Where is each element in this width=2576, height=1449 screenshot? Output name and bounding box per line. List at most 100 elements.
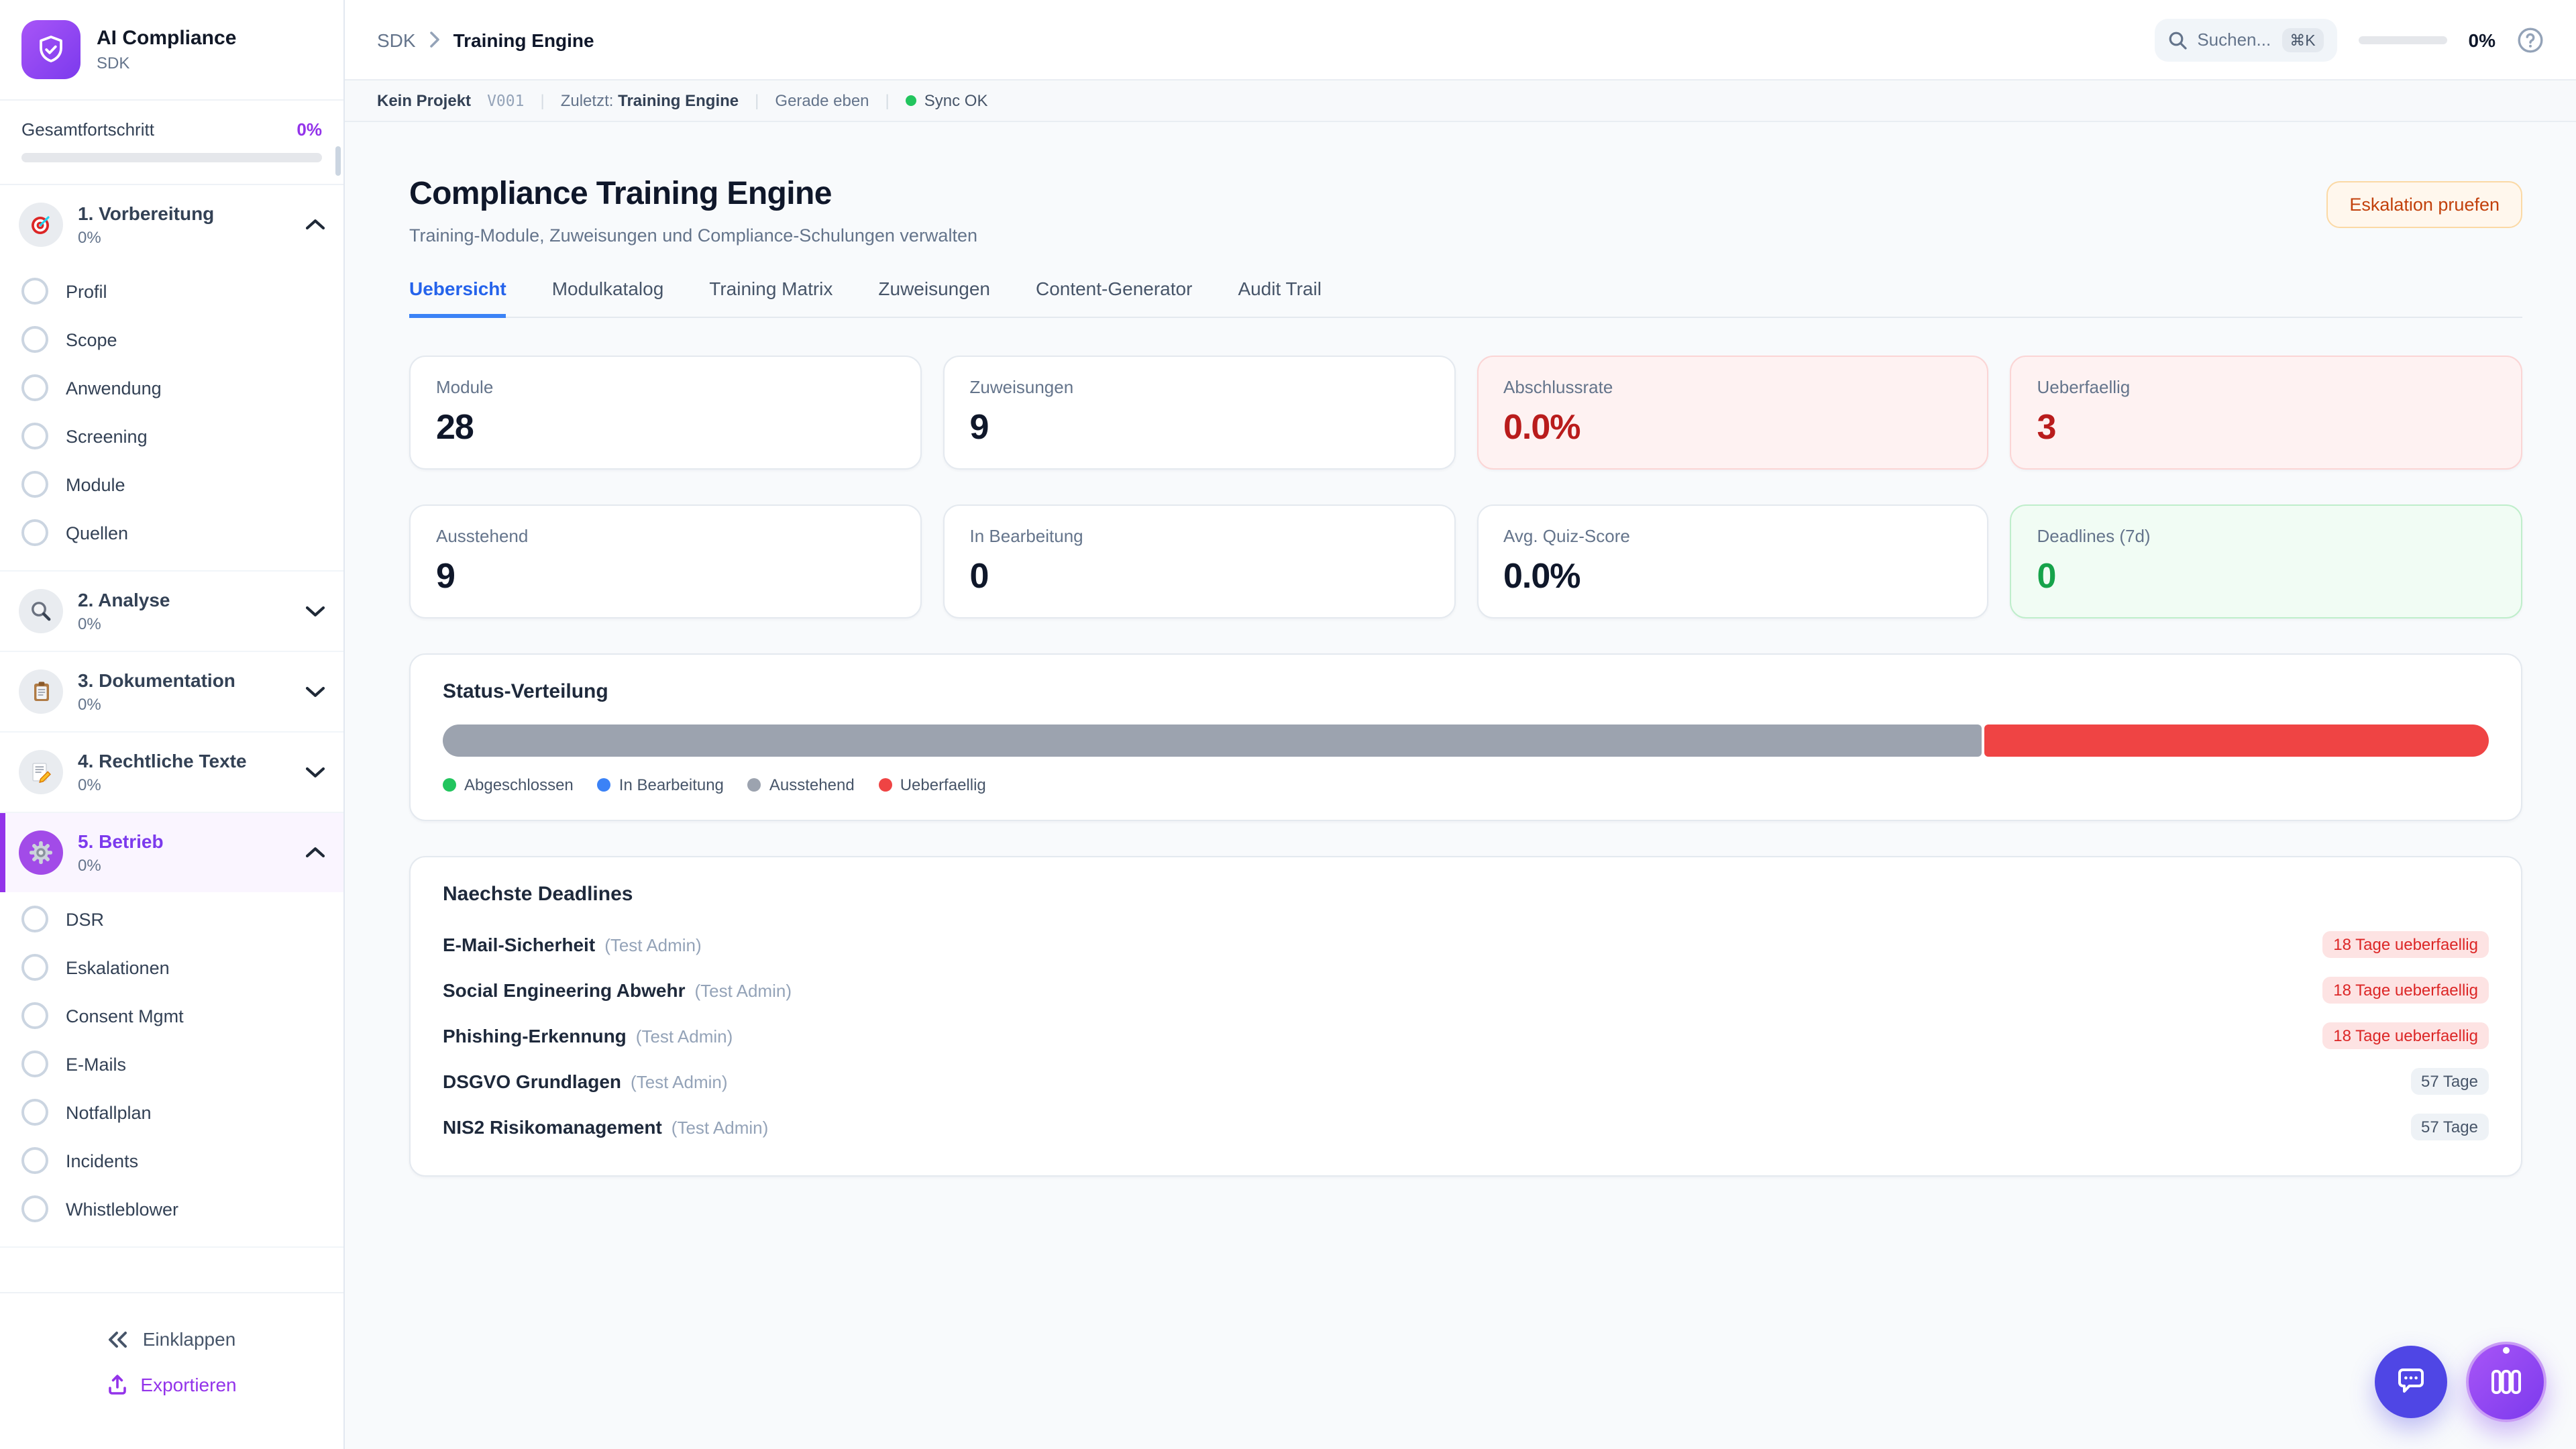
stat-card-ueberfaellig: Ueberfaellig 3 bbox=[2010, 356, 2522, 470]
app-logo bbox=[21, 20, 80, 79]
sidebar-item-emails[interactable]: E-Mails bbox=[0, 1040, 343, 1088]
topbar: SDK Training Engine Suchen... ⌘K 0% bbox=[345, 0, 2576, 80]
sync-status: Sync OK bbox=[905, 91, 988, 110]
legend-ausstehend: Ausstehend bbox=[747, 775, 855, 794]
page-content: Compliance Training Engine Training-Modu… bbox=[345, 122, 2576, 1449]
chevron-down-icon bbox=[306, 686, 325, 698]
status-distribution-bar bbox=[443, 724, 2489, 757]
main-area: SDK Training Engine Suchen... ⌘K 0% bbox=[345, 0, 2576, 1449]
overall-progress-bar bbox=[21, 153, 322, 162]
gray-dot-icon bbox=[747, 778, 761, 792]
chat-bubble-icon bbox=[2394, 1364, 2428, 1399]
sidebar-item-notfallplan[interactable]: Notfallplan bbox=[0, 1088, 343, 1136]
step-circle bbox=[21, 423, 48, 449]
double-chevron-left-icon bbox=[108, 1330, 129, 1348]
section-label: 5. Betrieb bbox=[78, 830, 164, 853]
page-header-text: Compliance Training Engine Training-Modu… bbox=[409, 176, 977, 246]
gear-icon bbox=[19, 830, 63, 875]
stat-card-module: Module 28 bbox=[409, 356, 922, 470]
step-circle bbox=[21, 1147, 48, 1174]
sidebar-item-incidents[interactable]: Incidents bbox=[0, 1136, 343, 1185]
sidebar-footer: Einklappen Exportieren bbox=[0, 1292, 343, 1449]
section-progress: 0% bbox=[78, 227, 101, 247]
section-header-dokumentation[interactable]: 3. Dokumentation 0% bbox=[0, 652, 343, 731]
legend-abgeschlossen: Abgeschlossen bbox=[443, 775, 574, 794]
nav-section-rechtliche-texte: 4. Rechtliche Texte 0% bbox=[0, 733, 343, 813]
last-module: Zuletzt: Training Engine bbox=[560, 91, 739, 110]
section-header-betrieb[interactable]: 5. Betrieb 0% bbox=[0, 813, 343, 892]
last-updated: Gerade eben bbox=[775, 91, 869, 110]
check-escalation-button[interactable]: Eskalation pruefen bbox=[2326, 181, 2522, 228]
status-legend: Abgeschlossen In Bearbeitung Ausstehend … bbox=[443, 775, 2489, 794]
sidebar-item-scope[interactable]: Scope bbox=[0, 315, 343, 364]
sidebar-item-eskalationen[interactable]: Eskalationen bbox=[0, 943, 343, 991]
legend-in-bearbeitung: In Bearbeitung bbox=[597, 775, 724, 794]
sidebar-item-quellen[interactable]: Quellen bbox=[0, 508, 343, 557]
section-header-analyse[interactable]: 2. Analyse 0% bbox=[0, 572, 343, 651]
target-icon bbox=[19, 203, 63, 247]
section-items: Profil Scope Anwendung Screening Module … bbox=[0, 264, 343, 570]
magnifier-icon bbox=[19, 589, 63, 633]
search-shortcut-badge: ⌘K bbox=[2282, 28, 2324, 52]
section-header-vorbereitung[interactable]: 1. Vorbereitung 0% bbox=[0, 185, 343, 264]
tab-zuweisungen[interactable]: Zuweisungen bbox=[878, 278, 990, 299]
tab-modulkatalog[interactable]: Modulkatalog bbox=[551, 278, 664, 299]
chevron-up-icon bbox=[306, 847, 325, 859]
step-circle bbox=[21, 471, 48, 498]
search-placeholder: Suchen... bbox=[2197, 30, 2271, 50]
tab-audit-trail[interactable]: Audit Trail bbox=[1238, 278, 1322, 299]
tab-training-matrix[interactable]: Training Matrix bbox=[709, 278, 833, 299]
chat-fab-button[interactable] bbox=[2375, 1346, 2447, 1418]
segment-ueberfaellig bbox=[1984, 724, 2489, 757]
sidebar-item-whistleblower[interactable]: Whistleblower bbox=[0, 1185, 343, 1233]
next-deadlines-panel: Naechste Deadlines E-Mail-Sicherheit (Tes… bbox=[409, 856, 2522, 1177]
help-icon[interactable] bbox=[2517, 26, 2544, 53]
divider: | bbox=[755, 91, 759, 110]
divider: | bbox=[885, 91, 890, 110]
sidebar-item-module[interactable]: Module bbox=[0, 460, 343, 508]
step-circle bbox=[21, 278, 48, 305]
step-circle bbox=[21, 1195, 48, 1222]
section-header-rechtliche-texte[interactable]: 4. Rechtliche Texte 0% bbox=[0, 733, 343, 812]
green-dot-icon bbox=[443, 778, 456, 792]
stat-card-quiz-score: Avg. Quiz-Score 0.0% bbox=[1477, 504, 1989, 619]
due-badge: 18 Tage ueberfaellig bbox=[2322, 1022, 2489, 1049]
sidebar-item-consent-mgmt[interactable]: Consent Mgmt bbox=[0, 991, 343, 1040]
step-circle bbox=[21, 1099, 48, 1126]
chevron-down-icon bbox=[306, 605, 325, 617]
collapse-label: Einklappen bbox=[142, 1328, 236, 1350]
deadline-row: Phishing-Erkennung (Test Admin) 18 Tage u… bbox=[443, 1013, 2489, 1059]
due-badge: 57 Tage bbox=[2410, 1068, 2489, 1095]
section-label: 1. Vorbereitung bbox=[78, 203, 215, 225]
topbar-progress-bar bbox=[2358, 36, 2447, 44]
sidebar-scrollbar[interactable] bbox=[335, 146, 341, 176]
step-circle bbox=[21, 326, 48, 353]
chevron-right-icon bbox=[429, 31, 440, 48]
sidebar-item-anwendung[interactable]: Anwendung bbox=[0, 364, 343, 412]
sync-ok-dot bbox=[905, 95, 916, 106]
tab-content-generator[interactable]: Content-Generator bbox=[1035, 278, 1193, 299]
collapse-sidebar-button[interactable]: Einklappen bbox=[108, 1328, 236, 1350]
stat-card-ausstehend: Ausstehend 9 bbox=[409, 504, 922, 619]
panel-toggle-fab-button[interactable] bbox=[2466, 1342, 2546, 1422]
stat-cards: Module 28 Zuweisungen 9 Abschlussrate 0.0% … bbox=[409, 356, 2522, 619]
search-icon bbox=[2167, 30, 2186, 49]
status-distribution-title: Status-Verteilung bbox=[443, 680, 608, 703]
app-subtitle: SDK bbox=[97, 54, 130, 72]
search-input[interactable]: Suchen... ⌘K bbox=[2154, 18, 2337, 61]
sidebar-item-screening[interactable]: Screening bbox=[0, 412, 343, 460]
breadcrumb-root[interactable]: SDK bbox=[377, 29, 416, 50]
stat-card-in-bearbeitung: In Bearbeitung 0 bbox=[943, 504, 1455, 619]
sidebar: AI Compliance SDK Gesamtfortschritt 0% 1… bbox=[0, 0, 345, 1449]
deadline-row: E-Mail-Sicherheit (Test Admin) 18 Tage ue… bbox=[443, 922, 2489, 967]
page-subtitle: Training-Module, Zuweisungen und Complia… bbox=[409, 225, 977, 246]
nav-section-dokumentation: 3. Dokumentation 0% bbox=[0, 652, 343, 733]
sidebar-item-profil[interactable]: Profil bbox=[0, 267, 343, 315]
export-button[interactable]: Exportieren bbox=[107, 1374, 237, 1395]
step-circle bbox=[21, 519, 48, 546]
tab-uebersicht[interactable]: Uebersicht bbox=[409, 278, 506, 318]
blue-dot-icon bbox=[597, 778, 611, 792]
notification-dot bbox=[2503, 1347, 2510, 1354]
sidebar-item-dsr[interactable]: DSR bbox=[0, 895, 343, 943]
